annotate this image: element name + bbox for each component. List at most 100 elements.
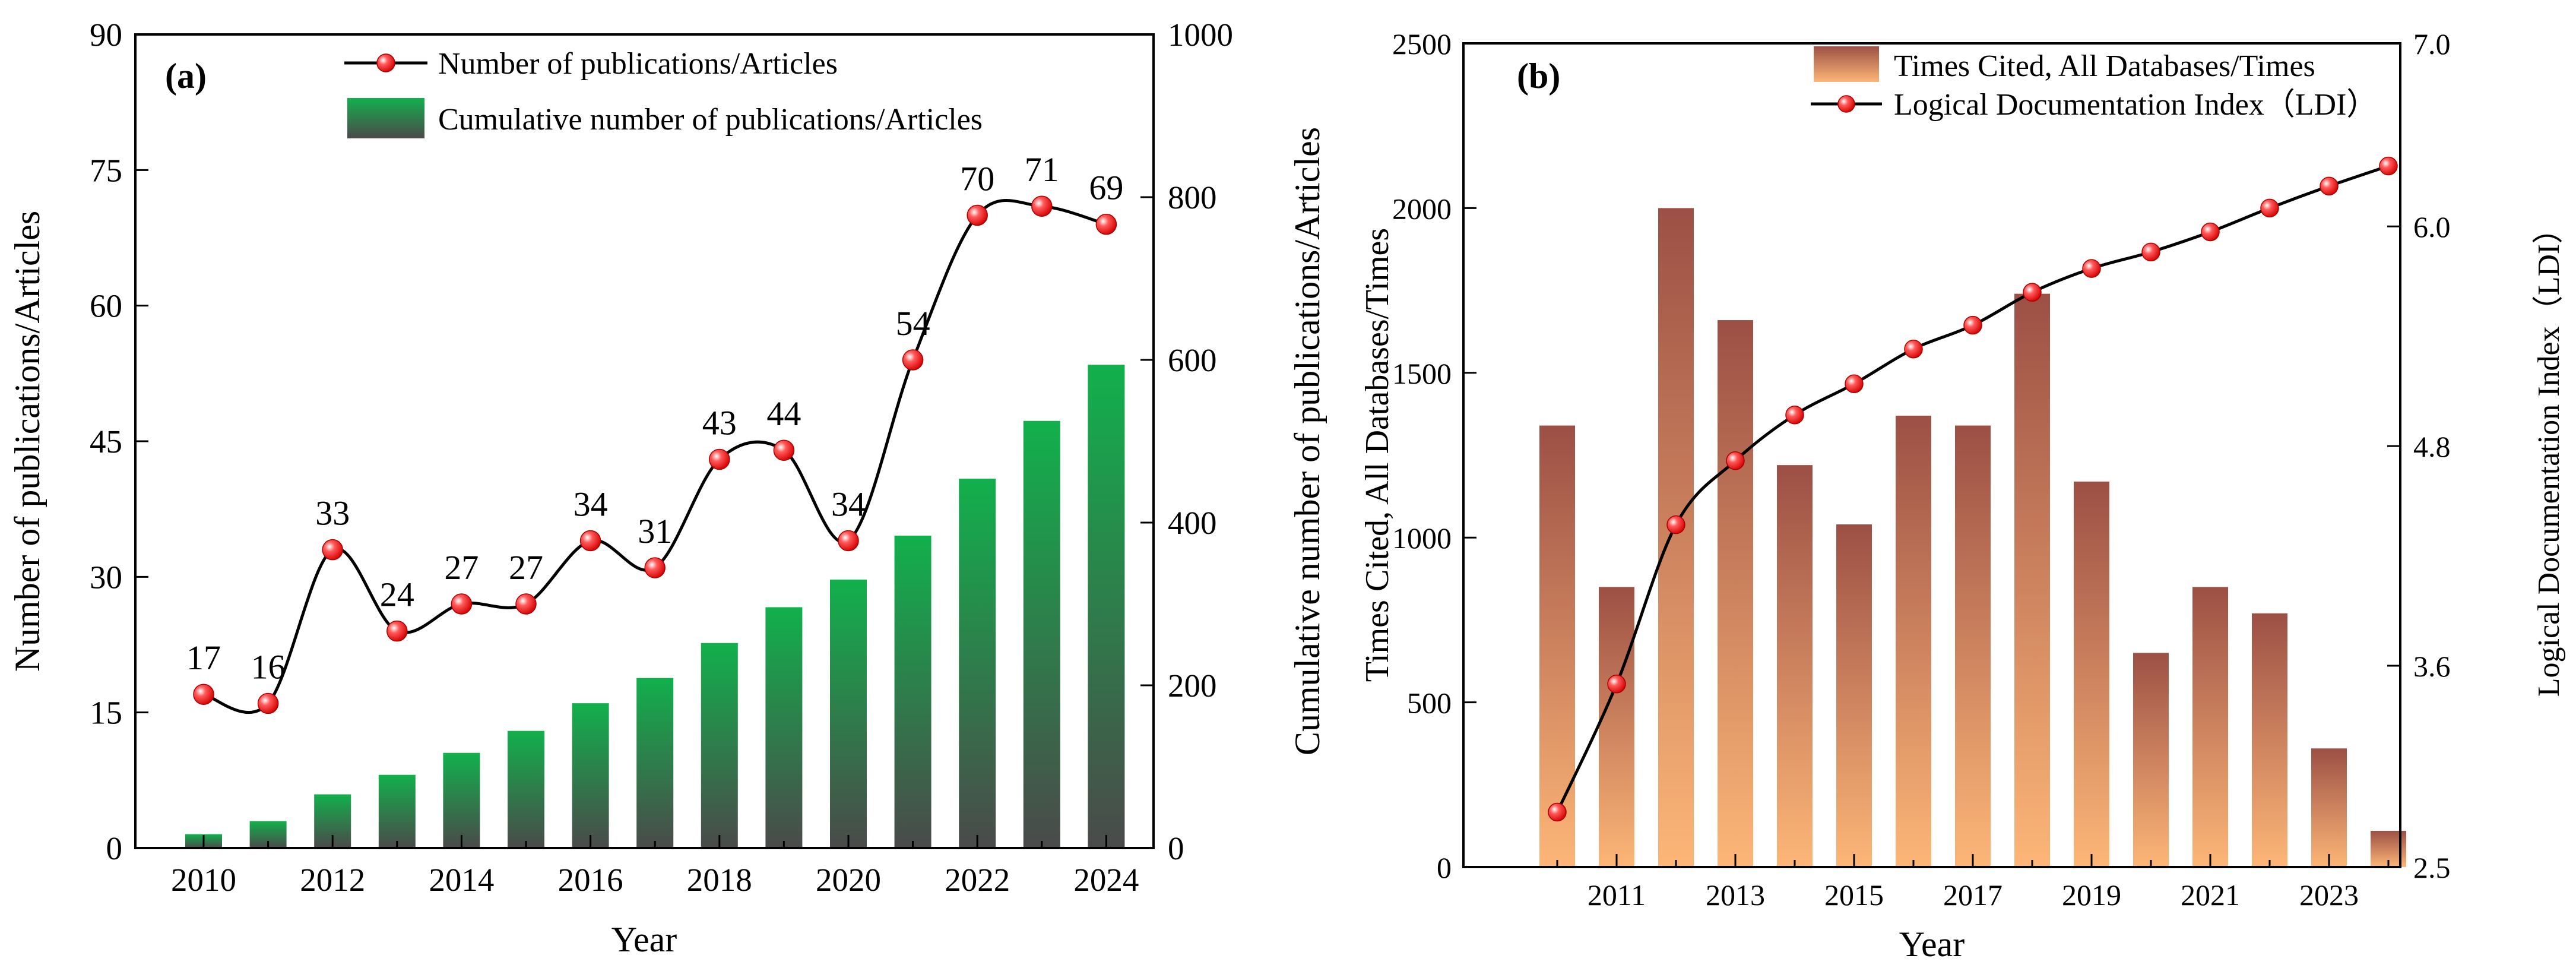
marker-ldi-2020 [2141, 242, 2160, 262]
marker-ldi-2014 [1785, 405, 1804, 425]
legend-cumulative-label: Cumulative number of publications/Articl… [438, 103, 983, 137]
marker-publications-2020 [838, 530, 859, 552]
panel-b-y-right-title: Logical Documentation Index（LDI） [2532, 213, 2566, 697]
marker-publications-2021 [902, 349, 924, 371]
panel-b-x-title: Year [1899, 925, 1965, 964]
bar-times-cited-2011 [1599, 587, 1634, 867]
bar-times-cited-2010 [1539, 425, 1575, 867]
x-tick-label: 2022 [945, 862, 1010, 898]
bar-times-cited-2015 [1836, 524, 1872, 867]
x-tick-label: 2016 [558, 862, 623, 898]
y-right-tick-label: 2.5 [2413, 851, 2451, 884]
panel-a-x-title: Year [611, 920, 677, 959]
panel-a-bars [185, 365, 1125, 848]
data-label-2020: 34 [831, 485, 866, 523]
marker-publications-2023 [1031, 195, 1053, 217]
marker-publications-2019 [773, 439, 795, 461]
data-label-2016: 34 [573, 485, 608, 523]
panel-a-y-right-ticks: 0 200 400 600 800 1000 [1140, 17, 1233, 866]
marker-publications-2016 [579, 530, 601, 552]
y-right-tick-label: 3.6 [2413, 650, 2451, 683]
panel-a-markers [193, 195, 1117, 714]
data-label-2010: 17 [186, 638, 221, 677]
x-tick-label: 2020 [816, 862, 881, 898]
panel-b-bars [1539, 208, 2406, 867]
y-right-tick-label: 6.0 [2413, 210, 2451, 243]
y-right-tick-label: 200 [1168, 668, 1217, 704]
y-left-tick-label: 1000 [1392, 521, 1452, 555]
y-right-tick-label: 0 [1168, 830, 1184, 866]
bar-times-cited-2013 [1718, 320, 1753, 867]
panel-a-legend: Number of publications/Articles Cumulati… [344, 47, 983, 138]
y-left-tick-label: 500 [1407, 687, 1452, 720]
x-tick-label: 2014 [429, 862, 494, 898]
x-tick-label: 2023 [2299, 878, 2359, 912]
marker-ldi-2017 [1963, 315, 1982, 335]
y-right-tick-label: 4.8 [2413, 430, 2451, 463]
y-left-tick-label: 90 [90, 17, 122, 53]
bar-times-cited-2017 [1955, 425, 1991, 867]
bar-times-cited-2012 [1658, 208, 1694, 867]
panel-b-legend: Times Cited, All Databases/Times Logical… [1811, 46, 2377, 122]
bar-cumulative-2023 [1023, 420, 1060, 848]
data-label-2023: 71 [1025, 150, 1059, 189]
legend-publications-label: Number of publications/Articles [438, 47, 838, 81]
panel-b-markers [1548, 156, 2398, 822]
data-label-2015: 27 [509, 548, 543, 587]
data-label-2014: 27 [444, 548, 479, 587]
y-left-tick-label: 1500 [1392, 357, 1452, 390]
legend-ldi-label: Logical Documentation Index（LDI） [1894, 88, 2377, 122]
legend-bar-swatch [1814, 46, 1879, 82]
x-tick-label: 2012 [300, 862, 365, 898]
marker-publications-2012 [322, 539, 343, 561]
y-right-tick-label: 800 [1168, 179, 1217, 216]
panel-a-x-ticks: 2010 2012 2014 2016 2018 2020 2022 2024 [171, 835, 1139, 898]
x-tick-label: 2011 [1588, 878, 1646, 912]
bar-times-cited-2014 [1777, 465, 1813, 867]
panel-a-y-right-title: Cumulative number of publications/Articl… [1288, 127, 1327, 755]
marker-publications-2013 [386, 620, 408, 642]
marker-ldi-2024 [2379, 156, 2398, 176]
x-tick-label: 2018 [687, 862, 752, 898]
bar-times-cited-2023 [2311, 748, 2347, 867]
marker-publications-2022 [967, 204, 988, 226]
panel-b: 2011 2013 2015 2017 2019 2021 2023 0 500 1000 150… [1359, 27, 2566, 964]
bar-cumulative-2024 [1088, 365, 1125, 848]
marker-ldi-2012 [1666, 515, 1685, 534]
bar-times-cited-2021 [2192, 587, 2228, 867]
bar-cumulative-2017 [636, 678, 674, 848]
x-tick-label: 2019 [2062, 878, 2121, 912]
data-label-2019: 44 [766, 394, 801, 433]
panel-b-label: (b) [1517, 56, 1560, 96]
bar-times-cited-2016 [1896, 415, 1931, 867]
legend-bar-swatch [347, 98, 424, 138]
marker-ldi-2011 [1607, 675, 1626, 694]
marker-ldi-2022 [2260, 198, 2279, 218]
panel-a-y-left-title: Number of publications/Articles [8, 211, 47, 672]
panel-b-y-left-ticks: 0 500 1000 1500 2000 2500 [1392, 27, 1476, 884]
marker-publications-2024 [1095, 213, 1117, 235]
y-left-tick-label: 45 [90, 423, 122, 460]
marker-ldi-2013 [1726, 451, 1745, 470]
x-tick-label: 2015 [1824, 878, 1884, 912]
bar-cumulative-2018 [701, 643, 738, 848]
bar-cumulative-2021 [894, 535, 931, 848]
data-label-2022: 70 [960, 159, 994, 198]
bar-times-cited-2019 [2074, 481, 2109, 867]
bar-times-cited-2018 [2014, 293, 2050, 867]
panel-b-frame [1462, 42, 2401, 868]
y-left-tick-label: 2500 [1392, 27, 1452, 61]
bar-cumulative-2019 [765, 607, 803, 848]
data-label-2018: 43 [702, 403, 737, 442]
data-label-2021: 54 [896, 304, 930, 343]
y-left-tick-label: 75 [90, 152, 122, 188]
y-left-tick-label: 15 [90, 695, 122, 731]
x-tick-label: 2013 [1706, 878, 1765, 912]
panel-b-y-right-ticks: 2.5 3.6 4.8 6.0 7.0 [2387, 27, 2451, 884]
marker-publications-2018 [709, 448, 730, 470]
bar-cumulative-2015 [508, 730, 544, 848]
panel-a-data-labels: 17 16 33 24 27 27 34 31 43 44 34 54 70 71 69 [186, 150, 1123, 686]
marker-ldi-2015 [1845, 374, 1864, 394]
